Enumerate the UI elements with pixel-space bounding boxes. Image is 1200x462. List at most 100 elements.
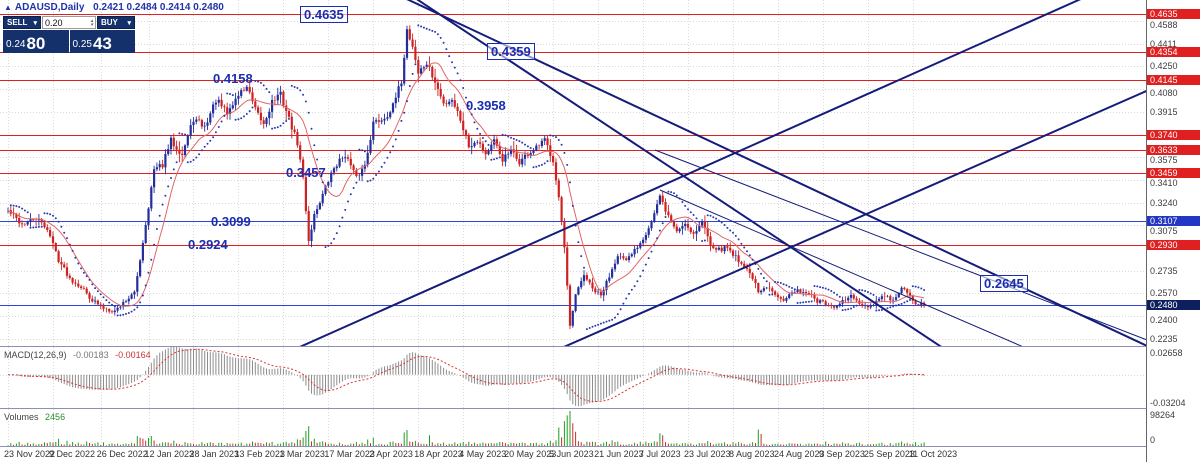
date-axis-label: 8 Aug 2023 [728,449,775,459]
level-price-tag: 0.3740 [1147,130,1200,141]
volumes-name: Volumes [4,412,39,422]
sell-price-pips: 80 [26,34,46,53]
candles-layer [7,25,926,330]
buy-price-main: 0.25 [72,39,92,50]
price-level-label[interactable]: 0.3457 [286,165,326,181]
date-axis-label: 20 May 2023 [504,449,557,459]
chevron-down-icon: ▾ [33,19,37,27]
price-axis-label: 0.4250 [1150,61,1178,72]
price-level-label[interactable]: 0.3099 [211,213,251,229]
price-axis-label: 0.2570 [1150,288,1178,299]
volume-bars-down [13,423,919,446]
macd-name: MACD(12,26,9) [4,350,67,360]
date-axis-label: 23 Jul 2023 [684,449,731,459]
date-axis-label: 5 Jun 2023 [549,449,594,459]
level-price-tag: 0.4354 [1147,47,1200,58]
current-price-tag: 0.2480 [1147,300,1200,311]
lot-size-value: 0.20 [45,17,63,28]
panel-separator[interactable] [0,346,1146,347]
ohlc-readout: 0.2421 0.2484 0.2414 0.2480 [93,2,224,13]
date-axis-label: 12 Jan 2023 [144,449,195,459]
symbol-info: ▲ ADAUSD,Daily 0.2421 0.2484 0.2414 0.248… [4,2,224,13]
date-axis-label: 28 Jan 2023 [189,449,239,459]
main-chart-canvas[interactable] [0,0,1146,346]
date-axis-label: 4 May 2023 [459,449,507,459]
macd-axis-label: -0.03204 [1150,398,1186,408]
macd-axis-label: 0.02658 [1150,348,1183,358]
date-axis-label: 2 Apr 2023 [369,449,413,459]
sell-price-main: 0.24 [6,39,26,50]
date-axis-label: 18 Apr 2023 [414,449,463,459]
price-level-label[interactable]: 0.4635 [300,6,348,24]
symbol-title: ADAUSD,Daily [14,2,85,13]
price-axis-label: 0.2400 [1150,315,1178,326]
price-level-label[interactable]: 0.2924 [188,237,228,253]
macd-main-value: -0.00183 [73,350,109,360]
volumes-value: 2456 [45,412,66,422]
price-axis-label: 0.3575 [1150,155,1178,166]
volume-grid [8,409,914,446]
buy-price[interactable]: 0.25 43 [69,30,135,53]
price-level-label[interactable]: 0.4359 [487,43,535,61]
sell-button-label: SELL [7,18,28,27]
date-axis-label: 9 Sep 2023 [818,449,865,459]
price-level-label[interactable]: 0.4158 [213,70,253,86]
buy-button-label: BUY [101,18,118,27]
buy-price-pips: 43 [92,34,112,53]
price-axis-label: 0.2735 [1150,265,1178,276]
level-price-tag: 0.3107 [1147,215,1200,226]
macd-panel-canvas[interactable] [0,347,1146,408]
level-price-tag: 0.3633 [1147,144,1200,155]
price-level-label[interactable]: 0.3958 [466,97,506,113]
price-axis-label: 0.4588 [1150,19,1178,30]
price-axis[interactable]: 0.4635 0.4588 0.4411 0.4354 0.4250 0.4145 0.40… [1146,0,1200,462]
macd-indicator-label: MACD(12,26,9) -0.00183 -0.00164 [4,350,151,360]
lot-spinner[interactable]: ▴ ▾ [90,17,93,28]
panel-separator[interactable] [0,446,1146,447]
price-axis-label: 0.3410 [1150,177,1178,188]
spinner-down-icon[interactable]: ▾ [90,21,93,28]
one-click-trading-widget: SELL ▾ 0.20 ▴ ▾ BUY ▾ 0.24 80 0.25 43 [3,16,135,53]
volumes-indicator-label: Volumes 2456 [4,412,65,422]
time-axis[interactable]: 23 Nov 2022 9 Dec 2022 26 Dec 2022 12 Jan 2… [0,447,1146,462]
parabolic-sar-dots [9,24,926,331]
price-axis-label: 0.2235 [1150,333,1178,344]
buy-button[interactable]: BUY ▾ [97,16,135,29]
level-price-tag: 0.2930 [1147,239,1200,250]
date-axis-label: 25 Sep 2023 [863,449,915,459]
volume-axis-label: 98264 [1150,410,1176,420]
volume-bars-up [7,411,925,446]
date-axis-label: 11 Oct 2023 [908,449,958,459]
level-price-tag: 0.4635 [1147,9,1200,20]
level-price-tag: 0.4145 [1147,75,1200,86]
date-axis-label: 24 Aug 2023 [773,449,825,459]
volumes-panel-canvas[interactable] [0,409,1146,446]
chart-area: 23 Nov 2022 9 Dec 2022 26 Dec 2022 12 Jan 2… [0,0,1146,462]
date-axis-label: 7 Jul 2023 [639,449,681,459]
price-axis-label: 0.4411 [1150,39,1177,50]
macd-signal-line [8,348,925,402]
price-axis-label: 0.3075 [1150,226,1178,237]
date-axis-label: 13 Feb 2023 [234,449,285,459]
sell-button[interactable]: SELL ▾ [3,16,41,29]
macd-signal-value: -0.00164 [115,350,151,360]
ma-line [7,62,925,307]
price-axis-label: 0.3240 [1150,197,1178,208]
sell-price[interactable]: 0.24 80 [3,30,69,53]
volume-axis-label: 0 [1150,435,1156,445]
chevron-down-icon: ▾ [127,19,131,27]
spinner-up-icon[interactable]: ▴ [90,17,93,24]
price-axis-label: 0.4080 [1150,88,1178,99]
price-annotations-layer: 0.4635 0.4359 0.4158 0.3958 0.3457 0.3099 0.29… [188,6,1028,293]
lot-size-input[interactable]: 0.20 ▴ ▾ [42,16,96,29]
date-axis-label: 21 Jun 2023 [594,449,644,459]
horizontal-level-lines[interactable] [0,14,1146,306]
date-axis-label: 9 Dec 2022 [48,449,95,459]
symbol-marker-icon: ▲ [4,3,12,12]
panel-separator[interactable] [0,408,1146,409]
date-axis-label: 26 Dec 2022 [96,449,148,459]
level-price-tag: 0.3459 [1147,168,1200,179]
date-axis-label: 23 Nov 2022 [4,449,56,459]
price-level-label[interactable]: 0.2645 [980,275,1028,293]
